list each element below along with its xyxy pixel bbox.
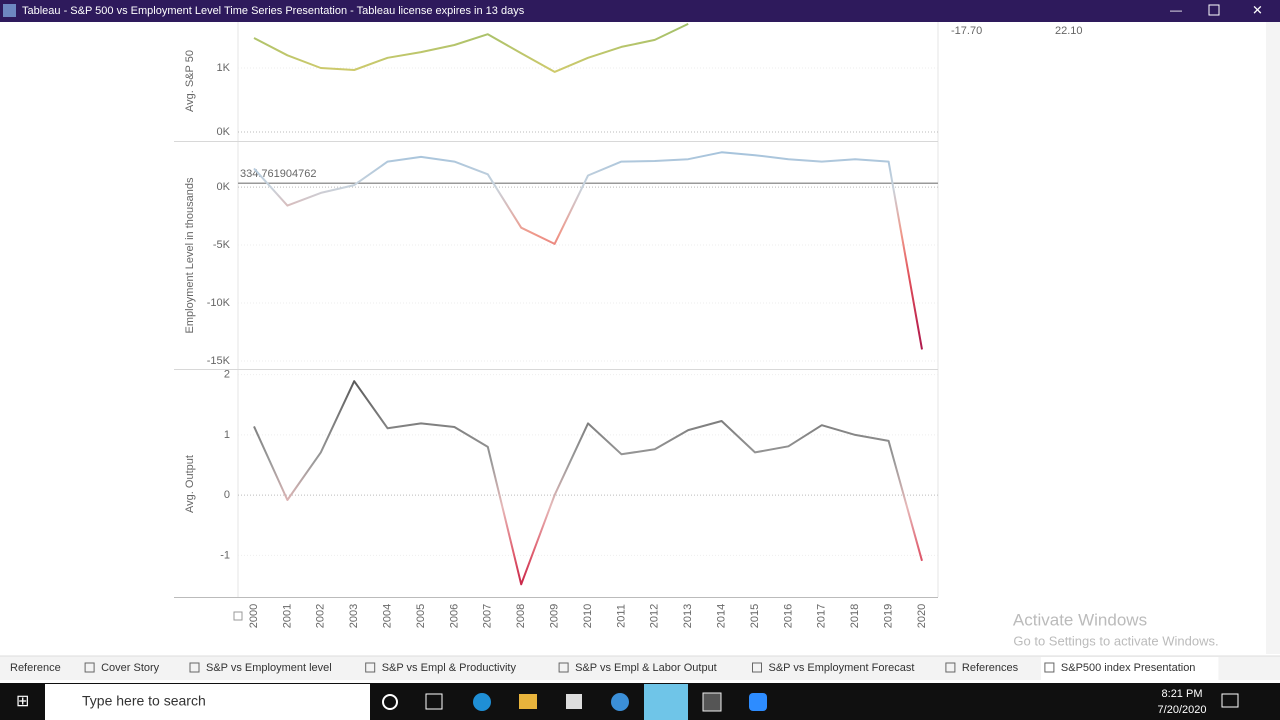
active-tab [1040, 657, 1219, 680]
y-tick-label: 0K [217, 126, 231, 138]
reference-label: 334.761904762 [240, 168, 316, 180]
x-tick-label: 2000 [248, 604, 260, 628]
task-view[interactable] [425, 693, 443, 710]
y-tick-label: 1 [224, 429, 230, 441]
clock-time[interactable]: 8:21 PM [1162, 688, 1203, 700]
y-tick-label: 2 [224, 369, 230, 381]
y-tick-label: 0K [217, 181, 231, 193]
zoom-icon[interactable] [749, 693, 767, 711]
explorer-icon[interactable] [519, 694, 537, 709]
x-tick-label: 2009 [549, 604, 561, 628]
close[interactable]: ✕ [1252, 2, 1263, 17]
tab[interactable]: Cover Story [101, 662, 160, 674]
y-tick-label: 1K [217, 62, 231, 74]
scrollbar[interactable] [1266, 22, 1280, 654]
y-tick-label: -1 [220, 549, 230, 561]
series-line [253, 151, 923, 350]
tab-icon [84, 662, 95, 673]
edge-icon[interactable] [473, 693, 491, 711]
x-tick-label: 2013 [682, 604, 694, 628]
tab[interactable]: S&P vs Empl & Labor Output [575, 662, 717, 674]
tab-icon [945, 662, 956, 673]
x-tick-label: 2018 [849, 604, 861, 628]
tab[interactable]: Reference [10, 662, 61, 674]
x-tick-label: 2020 [916, 604, 928, 628]
tab[interactable]: S&P500 index Presentation [1061, 662, 1196, 674]
tab[interactable]: S&P vs Empl & Productivity [382, 662, 517, 674]
app-icon[interactable] [702, 692, 722, 712]
x-tick-label: 2006 [448, 604, 460, 628]
watermark-subtitle: Go to Settings to activate Windows. [1013, 633, 1218, 648]
x-tick-label: 2017 [816, 604, 828, 628]
tab-icon [1044, 662, 1055, 673]
tab-icon [558, 662, 569, 673]
x-tick-label: 2005 [415, 604, 427, 628]
y-tick-label: -5K [213, 239, 231, 251]
x-tick-label: 2003 [348, 604, 360, 628]
tabs: Reference Cover Story S&P vs Employment le… [10, 657, 1219, 680]
x-tick-label: 2002 [315, 604, 327, 628]
start-button[interactable]: ⊞ [16, 693, 29, 710]
x-tick-label: 2011 [615, 604, 627, 628]
y-axis-title: Employment Level in thousands [184, 177, 196, 333]
tab[interactable]: S&P vs Employment level [206, 662, 332, 674]
clock-date[interactable]: 7/20/2020 [1158, 704, 1207, 716]
search-box[interactable] [45, 684, 370, 720]
x-tick-label: 2015 [749, 604, 761, 628]
restore[interactable] [1208, 4, 1220, 16]
ie-icon[interactable] [611, 693, 629, 711]
notifications[interactable] [1221, 693, 1239, 708]
header-value: 22.10 [1055, 25, 1083, 37]
x-tick-label: 2007 [482, 604, 494, 628]
y-tick-label: 0 [224, 489, 230, 501]
window-title: Tableau - S&P 500 vs Employment Level Ti… [22, 5, 525, 17]
x-tick-label: 2004 [382, 604, 394, 628]
watermark-title: Activate Windows [1013, 610, 1147, 629]
series-line [253, 22, 689, 73]
store-icon[interactable] [566, 694, 582, 709]
search-placeholder[interactable]: Type here to search [82, 693, 206, 709]
x-tick-label: 2016 [782, 604, 794, 628]
expand-icon[interactable] [233, 611, 243, 621]
x-tick-label: 2014 [716, 604, 728, 628]
x-tick-label: 2010 [582, 604, 594, 628]
y-axis-title: Avg. Output [184, 455, 196, 513]
y-tick-label: -15K [207, 355, 231, 367]
tab-icon [189, 662, 200, 673]
cortana[interactable] [382, 694, 398, 710]
x-tick-label: 2008 [515, 604, 527, 628]
x-tick-label: 2012 [649, 604, 661, 628]
x-tick-label: 2001 [281, 604, 293, 628]
minimize[interactable]: — [1170, 3, 1182, 17]
tab-icon [365, 662, 376, 673]
y-tick-label: -10K [207, 297, 231, 309]
title-bar [0, 0, 1280, 22]
x-tick-label: 2019 [883, 604, 895, 628]
app-icon [3, 4, 16, 17]
tableau-icon[interactable] [644, 684, 688, 720]
series-line [253, 380, 923, 586]
tab[interactable]: References [962, 662, 1019, 674]
y-axis-title: Avg. S&P 50 [184, 50, 196, 112]
header-value: -17.70 [951, 25, 982, 37]
tab-icon [752, 662, 762, 673]
tab[interactable]: S&P vs Employment Forecast [769, 662, 915, 674]
